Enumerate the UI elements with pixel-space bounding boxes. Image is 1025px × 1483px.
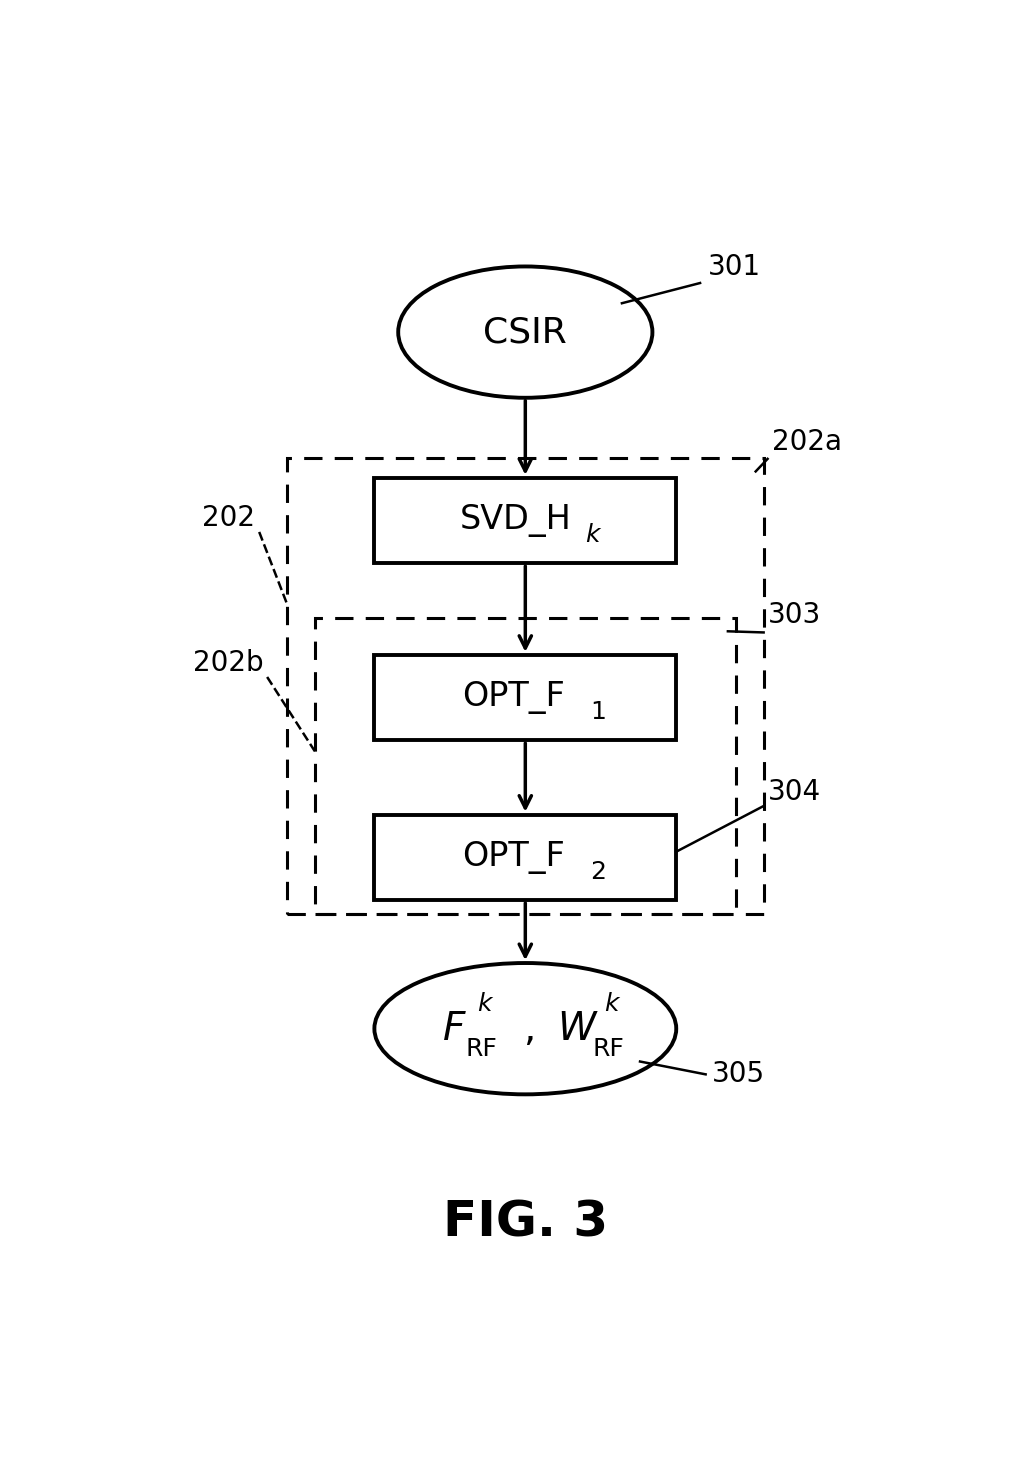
Bar [315,617,736,915]
Text: 2: 2 [590,860,607,884]
Text: 305: 305 [712,1060,765,1089]
Text: OPT_F: OPT_F [462,841,565,873]
Text: OPT_F: OPT_F [462,681,565,713]
Bar [374,478,676,564]
Text: 303: 303 [768,601,821,629]
Text: W: W [558,1010,597,1047]
Text: 301: 301 [708,254,762,280]
Text: 202b: 202b [193,650,263,678]
Text: k: k [604,992,618,1016]
Bar [287,458,764,915]
Text: 202a: 202a [772,427,842,455]
Text: k: k [477,992,491,1016]
Text: CSIR: CSIR [484,314,567,349]
Text: RF: RF [465,1037,497,1062]
Text: 304: 304 [768,779,821,807]
Text: ,: , [523,1010,535,1047]
Text: F: F [443,1010,465,1047]
Text: RF: RF [592,1037,624,1062]
Text: k: k [585,523,600,547]
Text: FIG. 3: FIG. 3 [443,1198,608,1247]
Text: 202: 202 [202,504,255,532]
Text: 1: 1 [590,700,607,724]
Bar [374,814,676,900]
Bar [374,654,676,740]
Text: SVD_H: SVD_H [460,504,572,537]
